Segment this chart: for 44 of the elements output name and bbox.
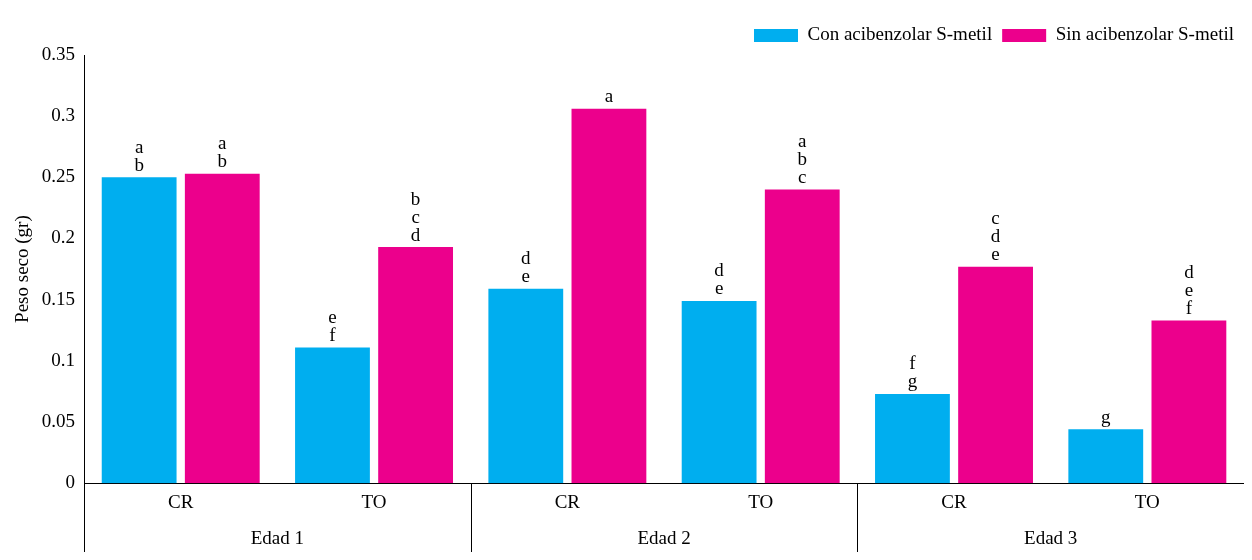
x-tick-label: TO — [1134, 490, 1160, 512]
x-tick-label: CR — [941, 490, 968, 512]
data-label: ab — [217, 132, 228, 172]
data-label: ef — [328, 305, 337, 345]
data-label: bcd — [410, 187, 421, 245]
bar — [1151, 320, 1227, 484]
bar — [681, 300, 757, 484]
bar — [295, 347, 370, 484]
x-tick-label: CR — [554, 490, 581, 512]
y-tick-label: 0.35 — [41, 42, 76, 64]
legend-label: Con acibenzolar S-metil — [807, 23, 993, 45]
bar — [184, 173, 260, 484]
data-label: cde — [990, 207, 1001, 265]
bar — [488, 288, 564, 484]
y-tick-label: 0.25 — [41, 165, 76, 187]
data-label: def — [1184, 260, 1195, 318]
data-label: abc — [797, 130, 808, 188]
data-label: de — [714, 259, 725, 299]
text: Edad 1 — [250, 526, 305, 548]
y-tick-label: 0.2 — [51, 226, 76, 248]
bar — [571, 108, 647, 484]
y-tick-label: 0.1 — [51, 348, 76, 370]
data-label: de — [521, 247, 532, 287]
legend-label: Sin acibenzolar S-metil — [1055, 23, 1235, 45]
y-tick-label: 0.05 — [41, 410, 76, 432]
y-axis-title: Peso seco (gr) — [11, 215, 34, 323]
bar — [764, 189, 840, 484]
data-label: fg — [907, 352, 918, 392]
x-tick-label: TO — [361, 490, 387, 512]
bar — [378, 247, 454, 484]
data-label: ab — [134, 135, 144, 175]
bar — [1068, 429, 1144, 484]
bar — [101, 177, 177, 484]
y-tick-label: 0.15 — [41, 287, 76, 309]
data-label: a — [604, 85, 614, 107]
y-tick-label: 0 — [65, 471, 76, 493]
data-label: g — [1101, 405, 1112, 427]
bar — [958, 266, 1033, 484]
bar — [875, 393, 950, 484]
y-tick-label: 0.3 — [51, 104, 76, 126]
text: Edad 2 — [637, 526, 691, 548]
text: Edad 3 — [1024, 526, 1078, 548]
x-tick-label: TO — [748, 490, 774, 512]
x-tick-label: CR — [168, 490, 194, 512]
